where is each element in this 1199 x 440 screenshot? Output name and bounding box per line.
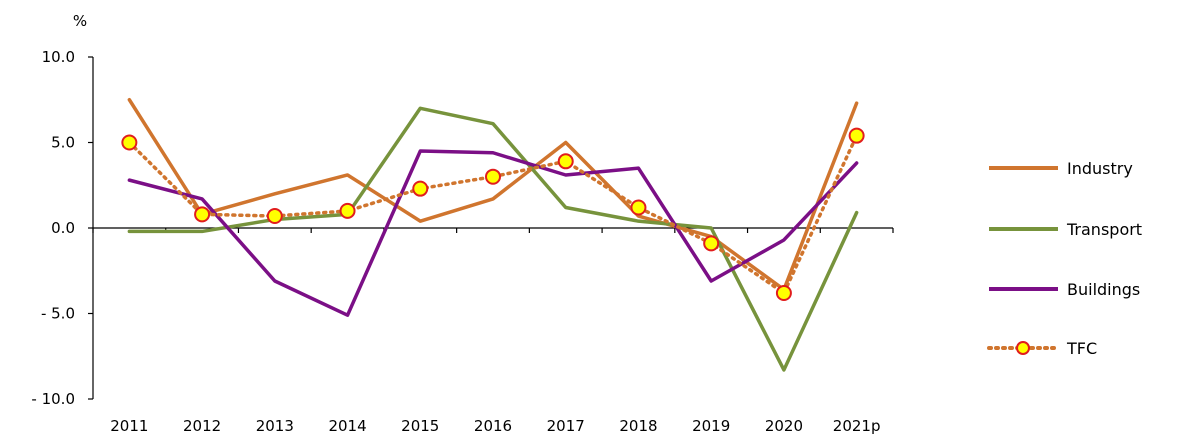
series-layer — [121, 98, 865, 372]
x-tick-label: 2017 — [547, 417, 585, 435]
y-tick-label: 10.0 — [42, 48, 75, 66]
legend-marker-tfc — [1016, 341, 1030, 355]
point-tfc — [630, 199, 647, 216]
x-tick-label: 2018 — [619, 417, 657, 435]
x-axis-ticks: 2011 2012 2013 2014 2015 2016 2017 2018 2019 2020… — [92, 228, 894, 435]
point-tfc — [266, 208, 283, 225]
point-tfc — [848, 127, 865, 144]
series-line-industry — [127, 98, 859, 292]
point-tfc — [775, 284, 792, 301]
point-tfc — [339, 202, 356, 219]
legend-label-transport: Transport — [1066, 220, 1142, 239]
point-tfc — [557, 153, 574, 170]
y-tick-label: 0.0 — [51, 219, 75, 237]
y-tick-label: - 10.0 — [31, 390, 75, 408]
x-tick-label: 2011 — [110, 417, 148, 435]
y-axis-ticks: 10.0 5.0 0.0 - 5.0 - 10.0 — [31, 48, 93, 408]
series-line-tfc — [127, 133, 859, 295]
point-tfc — [121, 134, 138, 151]
x-tick-label: 2012 — [183, 417, 221, 435]
legend-label-buildings: Buildings — [1067, 280, 1140, 299]
legend-label-tfc: TFC — [1066, 339, 1097, 358]
y-tick-label: 5.0 — [51, 134, 75, 152]
x-tick-label: 2015 — [401, 417, 439, 435]
legend-label-industry: Industry — [1067, 159, 1133, 178]
x-tick-label: 2019 — [692, 417, 730, 435]
series-line-transport — [127, 106, 859, 372]
point-tfc — [194, 206, 211, 223]
x-tick-label: 2021p — [833, 417, 881, 435]
y-axis-unit-label: % — [73, 12, 87, 30]
legend: Industry Transport Buildings TFC — [987, 159, 1142, 358]
point-tfc — [485, 168, 501, 185]
x-tick-label: 2016 — [474, 417, 512, 435]
point-tfc — [703, 235, 720, 252]
x-tick-label: 2014 — [328, 417, 366, 435]
x-tick-label: 2020 — [765, 417, 803, 435]
series-line-buildings — [127, 149, 859, 317]
point-tfc — [412, 180, 429, 197]
y-tick-label: - 5.0 — [41, 305, 75, 323]
x-tick-label: 2013 — [256, 417, 294, 435]
